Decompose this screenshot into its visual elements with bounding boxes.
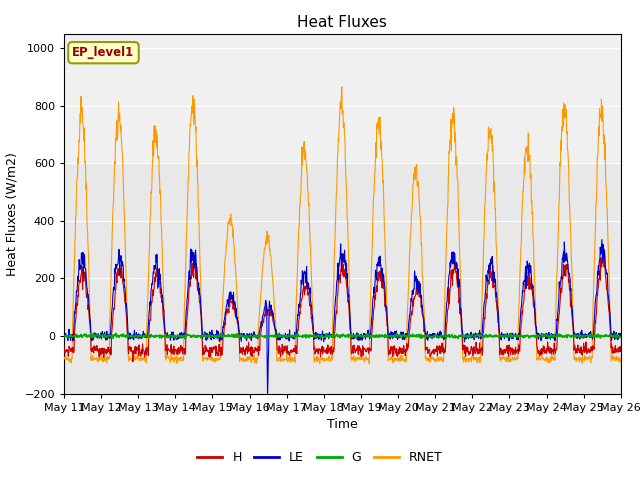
Legend: H, LE, G, RNET: H, LE, G, RNET xyxy=(193,446,447,469)
X-axis label: Time: Time xyxy=(327,418,358,431)
Bar xyxy=(64,34,621,163)
Title: Heat Fluxes: Heat Fluxes xyxy=(298,15,387,30)
Bar xyxy=(64,163,621,394)
Text: EP_level1: EP_level1 xyxy=(72,46,134,59)
Y-axis label: Heat Fluxes (W/m2): Heat Fluxes (W/m2) xyxy=(6,152,19,276)
